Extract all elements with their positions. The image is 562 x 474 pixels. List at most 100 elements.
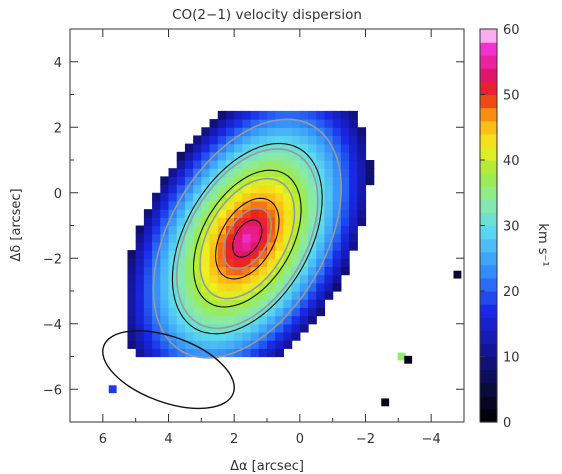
map-pixel <box>201 209 211 218</box>
map-pixel <box>258 184 268 194</box>
map-pixel <box>168 258 178 268</box>
map-pixel <box>242 151 252 161</box>
map-pixel <box>291 143 301 153</box>
map-pixel <box>258 110 268 120</box>
map-pixel <box>168 348 178 358</box>
map-pixel <box>299 200 309 210</box>
map-pixel <box>299 110 309 120</box>
map-pixel <box>135 307 145 317</box>
map-pixel <box>275 110 285 120</box>
map-pixel <box>267 110 276 120</box>
map-pixel <box>299 143 309 153</box>
map-pixel <box>258 168 268 177</box>
map-pixel <box>250 200 260 210</box>
map-pixel <box>184 176 194 186</box>
dispersion-contour <box>215 197 280 280</box>
map-pixel <box>152 348 161 358</box>
map-pixel <box>357 192 367 202</box>
map-pixel <box>291 176 301 186</box>
map-pixel <box>217 258 227 268</box>
map-pixel <box>258 323 268 333</box>
x-tick-label: −2 <box>356 432 375 447</box>
map-pixel <box>299 274 309 284</box>
map-pixel <box>308 143 317 153</box>
colorbar-tick-label: 50 <box>503 89 520 104</box>
map-pixel <box>209 274 219 284</box>
map-pixel <box>176 291 186 300</box>
map-pixel <box>340 119 350 128</box>
map-pixel <box>143 274 153 284</box>
map-pixel <box>143 331 153 341</box>
map-pixel <box>193 233 202 243</box>
map-pixel <box>193 200 202 210</box>
map-pixel <box>193 168 202 177</box>
map-pixel <box>324 282 334 292</box>
map-pixel <box>201 315 211 325</box>
map-pixel <box>308 119 317 128</box>
map-pixel <box>291 282 301 292</box>
map-pixel <box>225 176 235 186</box>
map-pixel <box>135 233 145 243</box>
colorbar-step <box>480 264 497 279</box>
map-pixel <box>332 119 342 128</box>
map-pixel <box>217 168 227 177</box>
map-pixel <box>143 209 153 218</box>
intensity-contours <box>152 118 343 359</box>
map-pixel <box>332 258 342 268</box>
x-tick-label: 2 <box>230 432 238 447</box>
map-pixel <box>299 307 309 317</box>
map-pixel <box>299 266 309 276</box>
map-pixel <box>283 160 293 169</box>
intensity-contour <box>199 177 296 300</box>
map-pixel <box>225 291 235 300</box>
map-pixel <box>308 160 317 169</box>
map-pixel <box>209 176 219 186</box>
map-pixel <box>299 135 309 145</box>
dispersion-contour <box>171 142 323 335</box>
map-pixel <box>143 225 153 235</box>
map-pixel <box>357 176 367 186</box>
map-pixel <box>324 258 334 268</box>
x-tick-label: −4 <box>422 432 441 447</box>
map-pixel <box>275 315 285 325</box>
map-pixel <box>209 119 219 128</box>
map-pixel <box>291 119 301 128</box>
map-pixel <box>217 274 227 284</box>
map-pixel <box>258 307 268 317</box>
map-pixel <box>340 151 350 161</box>
map-pixel <box>160 241 170 251</box>
map-pixel <box>299 291 309 300</box>
map-pixel <box>242 119 252 128</box>
map-pixel <box>332 266 342 276</box>
map-pixel <box>308 209 317 218</box>
map-pixel <box>242 192 252 202</box>
map-pixel <box>184 241 194 251</box>
map-pixel <box>283 282 293 292</box>
colorbar-step <box>480 212 497 227</box>
map-pixel <box>349 241 358 251</box>
map-pixel <box>299 315 309 325</box>
map-pixel <box>193 225 202 235</box>
map-pixel <box>283 127 293 137</box>
map-pixel <box>357 200 367 210</box>
map-pixel <box>349 168 358 177</box>
map-pixel <box>225 307 235 317</box>
map-pixel <box>209 266 219 276</box>
map-pixel <box>250 266 260 276</box>
map-pixel <box>283 250 293 259</box>
map-pixel <box>225 209 235 218</box>
map-pixel <box>258 299 268 308</box>
map-pixel <box>127 340 137 349</box>
map-pixel <box>283 340 293 349</box>
map-pixel <box>275 340 285 349</box>
map-pixel <box>250 331 260 341</box>
map-pixel <box>209 184 219 194</box>
map-pixel <box>234 307 243 317</box>
map-pixel <box>283 217 293 227</box>
map-pixel <box>340 241 350 251</box>
map-pixel <box>299 151 309 161</box>
map-pixel <box>135 348 145 358</box>
map-pixel <box>258 348 268 358</box>
chart-title: CO(2−1) velocity dispersion <box>172 7 362 23</box>
map-pixel <box>176 323 186 333</box>
